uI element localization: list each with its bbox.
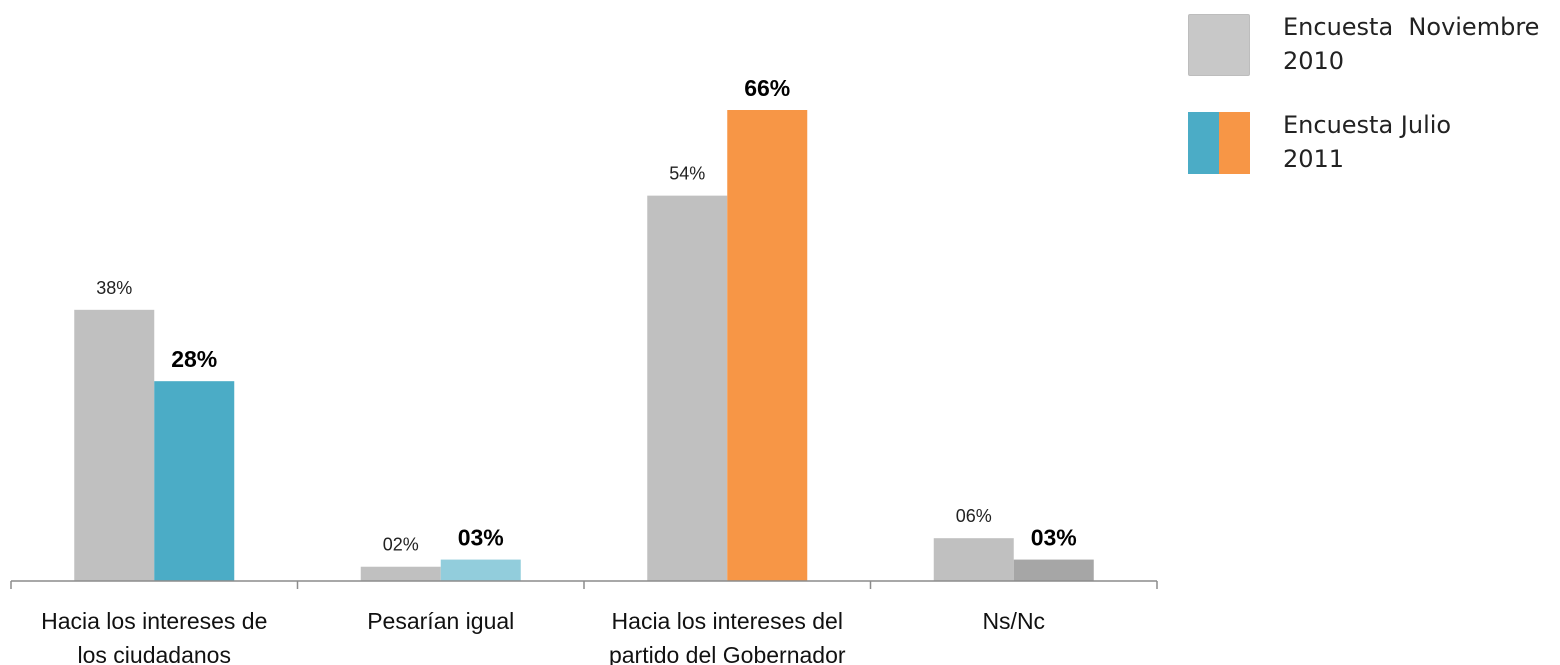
category-label: los ciudadanos — [78, 642, 231, 665]
legend-swatch-blue-half — [1188, 112, 1219, 174]
bar-noviembre-2010 — [933, 538, 1014, 581]
x-axis — [10, 580, 1158, 589]
category-label: Hacia los intereses de — [41, 608, 267, 634]
category-label: Ns/Nc — [982, 608, 1045, 634]
bar-noviembre-2010 — [647, 195, 728, 582]
data-label: 06% — [956, 506, 992, 526]
legend-item-noviembre-2010: Encuesta Noviembre 2010 — [1188, 13, 1560, 84]
bar-julio-2011 — [1013, 559, 1094, 581]
data-label: 28% — [171, 346, 217, 372]
legend-label-line2: 2011 — [1283, 145, 1345, 173]
legend-item-julio-2011: Encuesta Julio 2011 — [1188, 111, 1560, 182]
legend-label-line1: Encuesta Noviembre — [1283, 13, 1540, 41]
legend-label-line1: Encuesta Julio — [1283, 111, 1452, 139]
legend-label-line2: 2010 — [1283, 47, 1345, 75]
bar-julio-2011 — [727, 110, 808, 581]
legend-label-julio-2011: Encuesta Julio 2011 — [1283, 108, 1560, 176]
data-label: 66% — [744, 75, 790, 101]
legend-swatch-julio-2011 — [1188, 112, 1250, 174]
category-labels-group: Hacia los intereses de los ciudadanos Pesa… — [41, 608, 1045, 665]
legend-swatch-orange-half — [1219, 112, 1250, 174]
bar-julio-2011 — [154, 381, 235, 581]
category-label: Pesarían igual — [367, 608, 514, 634]
bar-julio-2011 — [440, 559, 521, 581]
data-label: 02% — [383, 535, 419, 555]
data-label: 54% — [669, 164, 705, 184]
bar-noviembre-2010 — [360, 566, 441, 581]
legend-label-noviembre-2010: Encuesta Noviembre 2010 — [1283, 10, 1560, 78]
category-label: partido del Gobernador — [609, 642, 846, 665]
data-label: 03% — [458, 525, 504, 551]
bar-noviembre-2010 — [74, 309, 155, 581]
category-label: Hacia los intereses del — [612, 608, 843, 634]
data-label: 03% — [1031, 525, 1077, 551]
bars-group — [74, 110, 1094, 582]
value-labels-group: 38% 28% 02% 03% 54% 66% 06% 03% — [96, 75, 1077, 555]
data-label: 38% — [96, 278, 132, 298]
legend-swatch-noviembre-2010 — [1188, 14, 1250, 76]
